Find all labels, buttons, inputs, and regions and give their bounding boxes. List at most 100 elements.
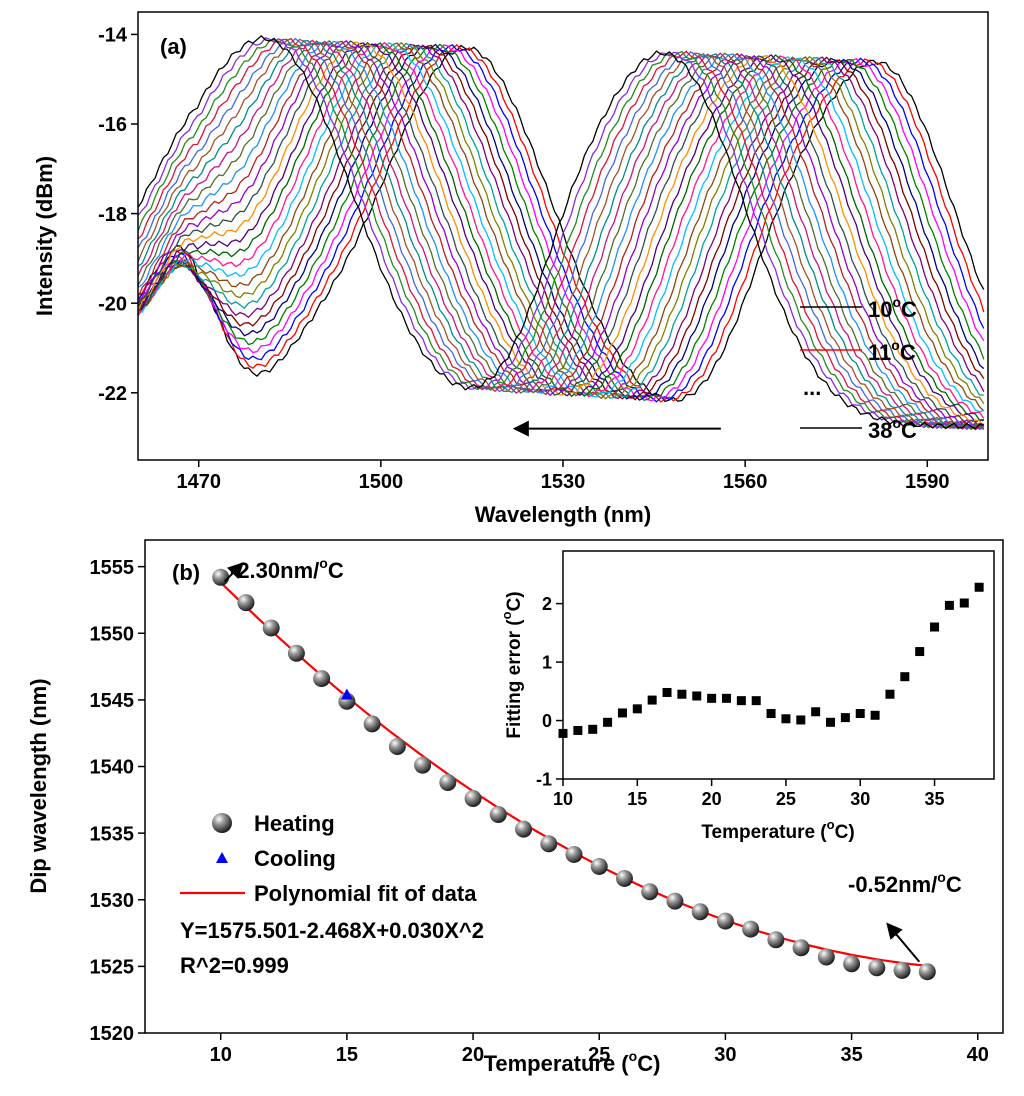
legend-a-c-11: C	[900, 340, 916, 365]
spectra-curves	[138, 35, 985, 431]
fitting-error-point	[721, 693, 731, 703]
spectrum-curve	[138, 40, 985, 429]
panel-a-ytick-label: -16	[98, 114, 127, 136]
heating-point	[515, 820, 533, 838]
panel-b-xtick-label: 20	[462, 1044, 484, 1066]
legend-heating-label: Heating	[254, 811, 335, 836]
legend-b: Heating Cooling Polynomial fit of data Y…	[180, 811, 484, 978]
spectrum-curve	[138, 44, 985, 403]
x-title-b-prefix: Temperature (	[484, 1051, 630, 1076]
spectrum-curve	[138, 36, 985, 431]
x-axis-title-b: Temperature (oC)	[484, 1048, 661, 1076]
slope-right-value: -0.52nm/	[848, 872, 937, 897]
panel-b-xtick-label: 25	[588, 1044, 610, 1066]
heating-point	[843, 955, 861, 973]
slope-left-value: -2.30nm/	[230, 558, 319, 583]
heating-point	[565, 845, 583, 863]
legend-a: 10oC 11oC ... 38oC	[800, 294, 917, 443]
fitting-error-point	[944, 600, 954, 610]
fitting-error-point	[736, 696, 746, 706]
spectrum-curve	[138, 38, 985, 431]
spectrum-curve	[138, 37, 984, 431]
slope-arrow-right	[886, 922, 921, 963]
inset-xtick-label: 25	[776, 789, 796, 809]
legend-a-ellipsis: ...	[803, 375, 821, 400]
spectrum-curve	[138, 40, 985, 430]
inset-x-deg: o	[827, 817, 835, 832]
panel-a-label: (a)	[160, 34, 187, 59]
panel-b-ytick-label: 1520	[90, 1023, 135, 1045]
panel-a-xtick-label: 1500	[359, 471, 404, 493]
inset-ytick-label: -1	[536, 769, 552, 789]
fitting-error-point	[662, 687, 672, 697]
cooling-points	[340, 688, 353, 700]
fitting-error-point	[811, 707, 821, 717]
fitting-error-point	[692, 691, 702, 701]
panel-a-ytick-label: -14	[98, 25, 128, 47]
fitting-error-point	[826, 717, 836, 727]
inset-y-prefix: Fitting error (	[504, 619, 525, 739]
fitting-error-point	[930, 622, 940, 632]
x-axis-title-a: Wavelength (nm)	[475, 502, 651, 527]
legend-a-label-38: 38oC	[868, 415, 917, 443]
fitting-error-point	[870, 710, 880, 720]
legend-a-label-10: 10oC	[868, 294, 917, 322]
heating-point	[489, 805, 507, 823]
heating-point	[666, 892, 684, 910]
heating-point	[540, 835, 558, 853]
slope-right-c: C	[946, 872, 962, 897]
fitting-error-point	[915, 647, 925, 657]
heating-point	[742, 920, 760, 938]
fitting-error-point	[855, 709, 865, 719]
spectrum-curve	[138, 43, 985, 401]
heating-point	[287, 644, 305, 662]
panel-a-ticks: 1470 1500 1530 1560 1590 -22 -20 -18 -16 -14	[98, 25, 949, 493]
panel-b-xtick-label: 40	[967, 1044, 989, 1066]
cooling-point	[340, 688, 353, 700]
heating-point	[313, 670, 331, 688]
fitting-error-point	[588, 724, 598, 734]
inset-frame	[562, 550, 995, 780]
spectrum-curve	[138, 41, 984, 422]
spectrum-curve	[138, 41, 985, 404]
legend-a-label-11: 11oC	[868, 337, 916, 365]
panel-a-ytick-label: -22	[98, 383, 127, 405]
fitting-error-point	[900, 672, 910, 682]
heating-point	[641, 883, 659, 901]
panel-b-ytick-label: 1525	[90, 957, 135, 979]
spectrum-curve	[138, 39, 985, 430]
panel-a-ytick-label: -20	[98, 293, 127, 315]
heating-point	[792, 939, 810, 957]
spectrum-curve	[138, 41, 985, 427]
inset-xtick-label: 20	[702, 789, 722, 809]
heating-points	[212, 568, 936, 981]
inset-points	[558, 582, 984, 738]
spectrum-curve	[138, 37, 985, 431]
inset-ytick-label: 0	[542, 711, 552, 731]
heating-point	[918, 963, 936, 981]
spectrum-curve	[138, 38, 985, 431]
legend-a-c-10: C	[901, 297, 917, 322]
slope-label-left: -2.30nm/oC	[230, 555, 344, 583]
fit-r-squared: R^2=0.999	[180, 953, 289, 978]
legend-a-c-38: C	[901, 418, 917, 443]
slope-label-right: -0.52nm/oC	[848, 869, 962, 897]
fitting-error-point	[796, 715, 806, 725]
panel-a-xtick-label: 1470	[176, 471, 221, 493]
spectrum-curve	[138, 44, 985, 403]
spectrum-curve	[138, 44, 985, 403]
panel-b-xtick-label: 15	[336, 1044, 358, 1066]
heating-point	[817, 948, 835, 966]
inset-x-suffix: C)	[835, 822, 855, 843]
fitting-error-point	[840, 713, 850, 723]
spectrum-curve	[138, 42, 984, 399]
inset-xtick-label: 35	[925, 789, 945, 809]
heating-point	[439, 774, 457, 792]
inset-y-deg: o	[499, 611, 514, 619]
inset-ytick-label: 1	[542, 653, 552, 673]
heating-point	[262, 619, 280, 637]
panel-b-ytick-label: 1535	[90, 823, 135, 845]
fit-equation: Y=1575.501-2.468X+0.030X^2	[180, 918, 484, 943]
fitting-error-point	[573, 725, 583, 735]
